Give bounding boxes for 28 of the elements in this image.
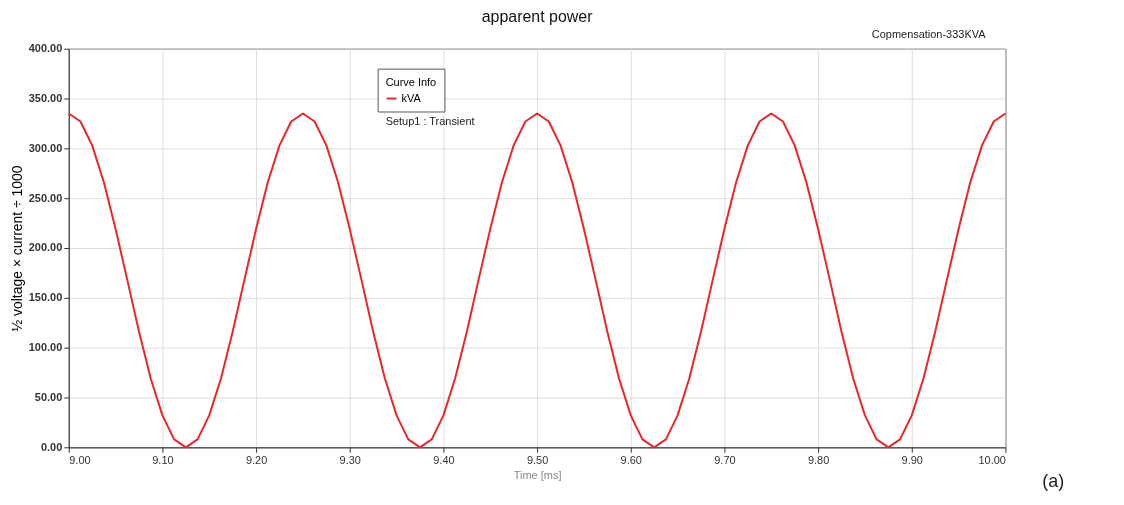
- y-tick-label: 350.00: [28, 92, 63, 105]
- x-tick-label: 9.10: [152, 453, 174, 466]
- y-tick-label: 0.00: [40, 440, 63, 453]
- legend-label: kVA: [401, 91, 422, 104]
- annotation: Setup1 : Transient: [385, 115, 475, 128]
- x-tick-label: 9.30: [339, 453, 361, 466]
- y-tick-label: 250.00: [28, 191, 63, 204]
- x-tick-label: 9.40: [433, 453, 455, 466]
- x-tick-label: 9.80: [807, 453, 830, 466]
- y-tick-label: 400.00: [28, 42, 63, 55]
- x-tick-label: 10.00: [978, 453, 1006, 466]
- x-tick-label: 9.00: [69, 453, 91, 466]
- legend-title: Curve Info: [385, 75, 437, 88]
- x-tick-label: 9.50: [526, 453, 549, 466]
- x-tick-label: 9.90: [901, 453, 923, 466]
- text: Copmensation-333KVA: [871, 27, 987, 40]
- y-tick-label: 150.00: [28, 291, 63, 304]
- x-tick-label: 9.70: [714, 453, 736, 466]
- y-tick-label: 200.00: [28, 241, 63, 254]
- y-tick-label: 100.00: [28, 341, 63, 354]
- y-tick-label: 300.00: [28, 141, 63, 154]
- y-axis-title: ½ voltage × current ÷ 1000: [8, 165, 25, 332]
- chart-title: apparent power: [481, 7, 594, 25]
- y-tick-label: 50.00: [34, 390, 63, 403]
- x-tick-label: 9.60: [620, 453, 642, 466]
- text: (a): [1042, 471, 1065, 492]
- x-tick-label: 9.20: [245, 453, 268, 466]
- x-axis-title: Time [ms]: [513, 468, 562, 481]
